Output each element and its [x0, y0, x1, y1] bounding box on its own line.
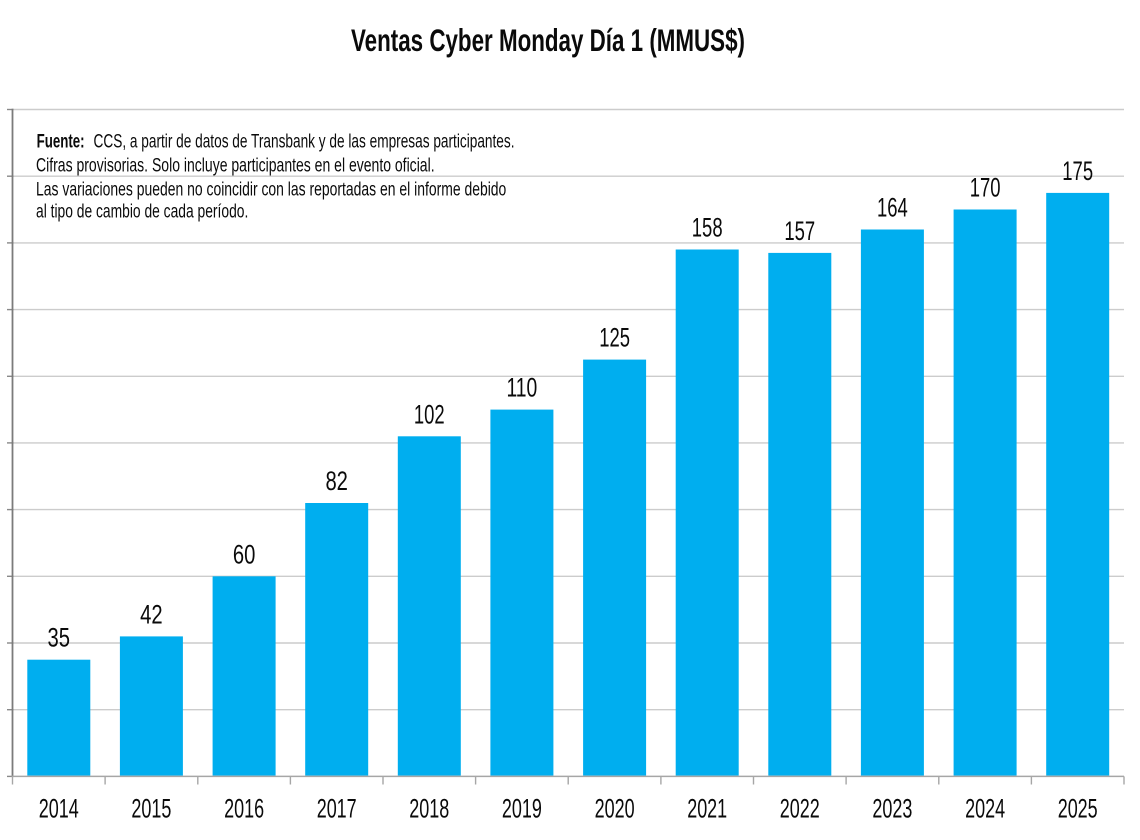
svg-text:2015: 2015 — [131, 794, 171, 824]
svg-text:2019: 2019 — [502, 794, 542, 824]
svg-text:158: 158 — [692, 213, 723, 243]
svg-text:42: 42 — [140, 599, 163, 629]
svg-text:60: 60 — [233, 539, 256, 569]
svg-text:35: 35 — [48, 623, 71, 653]
svg-text:2018: 2018 — [409, 794, 449, 824]
svg-text:2020: 2020 — [595, 794, 635, 824]
svg-text:125: 125 — [599, 323, 630, 353]
svg-text:82: 82 — [325, 466, 348, 496]
svg-text:170: 170 — [970, 173, 1001, 203]
svg-text:2022: 2022 — [780, 794, 820, 824]
svg-text:2025: 2025 — [1058, 794, 1098, 824]
svg-text:2014: 2014 — [39, 794, 79, 824]
svg-text:2016: 2016 — [224, 794, 264, 824]
svg-text:164: 164 — [877, 193, 908, 223]
svg-text:2021: 2021 — [687, 794, 727, 824]
svg-text:157: 157 — [784, 216, 815, 246]
svg-text:2017: 2017 — [317, 794, 357, 824]
svg-text:Ventas Cyber Monday Día 1 (MMU: Ventas Cyber Monday Día 1 (MMUS$) — [351, 22, 745, 58]
svg-text:110: 110 — [507, 373, 538, 403]
svg-text:2023: 2023 — [872, 794, 912, 824]
svg-text:2024: 2024 — [965, 794, 1005, 824]
svg-text:Fuente:: Fuente: — [37, 131, 85, 152]
svg-text:175: 175 — [1062, 156, 1093, 186]
svg-text:Cifras provisorias. Solo inclu: Cifras provisorias. Solo incluye partici… — [36, 155, 435, 176]
svg-text:CCS, a partir de datos de Tran: CCS, a partir de datos de Transbank y de… — [94, 131, 515, 152]
svg-text:al tipo de cambio de cada perí: al tipo de cambio de cada período. — [36, 201, 248, 222]
svg-text:Las variaciones pueden no coin: Las variaciones pueden no coincidir con … — [36, 179, 506, 200]
svg-text:102: 102 — [414, 399, 445, 429]
